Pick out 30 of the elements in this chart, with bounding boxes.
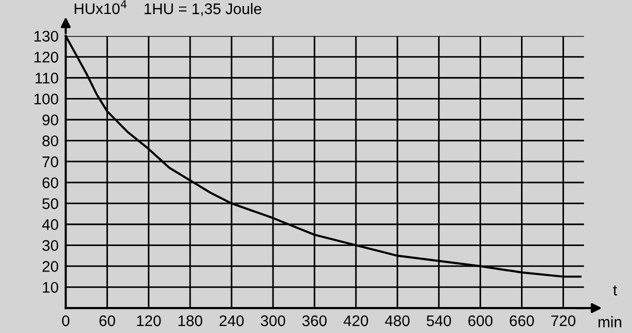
x-tick-label: 540: [426, 315, 452, 326]
y-tick-label: 30: [42, 240, 58, 251]
x-tick-label: 360: [302, 315, 327, 326]
y-tick-label: 110: [36, 72, 58, 84]
x-tick-label: 0: [62, 315, 70, 326]
x-tick-label: 300: [260, 315, 286, 326]
y-tick-label: 20: [42, 261, 58, 272]
y-axis-title: HUx10$^{4}$: [74, 0, 127, 14]
y-tick-label: 120: [34, 52, 58, 63]
y-tick-label: 40: [42, 219, 58, 230]
x-tick-label: 480: [385, 315, 410, 326]
x-tick-label: 660: [510, 315, 534, 326]
y-tick-label: 60: [42, 177, 58, 188]
y-tick-label: 50: [42, 198, 58, 210]
x-axis-title: t: [613, 285, 618, 296]
y-tick-label: 80: [42, 135, 58, 146]
y-tick-label: 100: [34, 94, 58, 104]
x-tick-label: 720: [551, 315, 576, 326]
y-tick-label: 10: [42, 282, 58, 293]
text: min: [598, 316, 622, 328]
x-tick-label: 420: [344, 315, 368, 326]
x-tick-label: 240: [220, 315, 244, 326]
y-tick-label: 90: [42, 114, 58, 126]
y-tick-label: 130: [34, 30, 58, 42]
y-tick-label: 70: [42, 156, 58, 168]
x-tick-label: 600: [468, 315, 492, 326]
x-tick-label: 180: [178, 315, 202, 326]
x-tick-label: 60: [99, 315, 116, 326]
x-tick-label: 120: [137, 315, 161, 326]
text: 1HU = 1,35 Joule: [144, 2, 262, 16]
